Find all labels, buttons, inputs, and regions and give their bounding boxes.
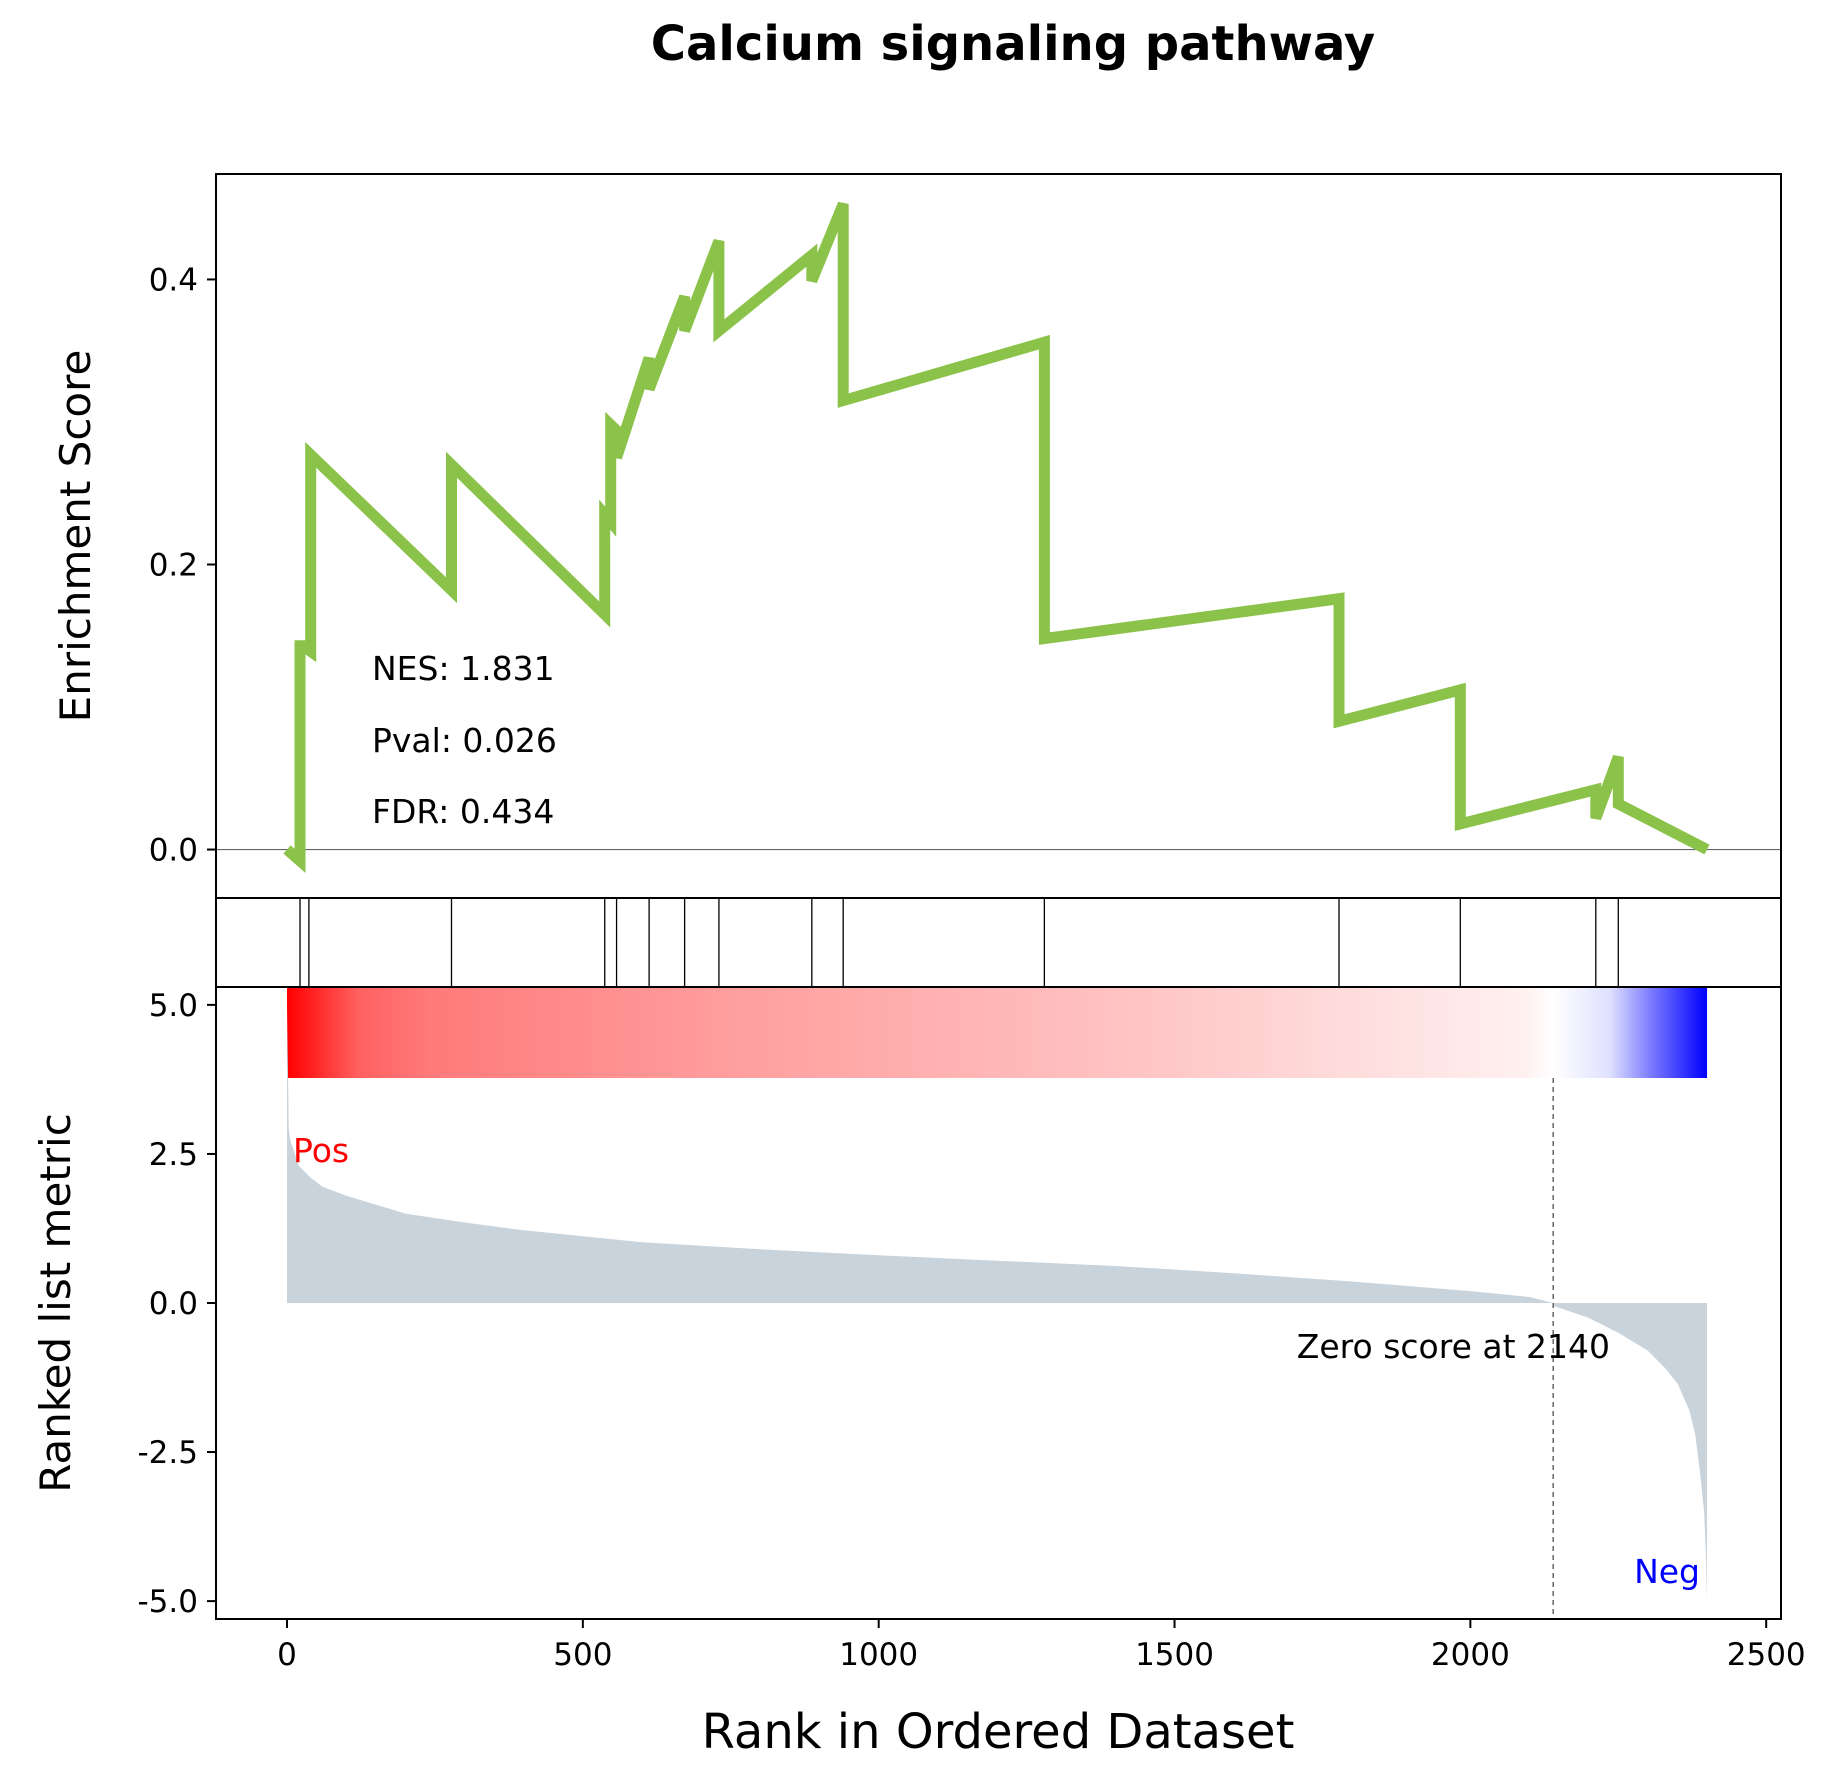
hits-panel [215,897,1782,988]
x-tick-label: 1000 [839,1637,918,1673]
metric-y-tick-label: 5.0 [149,988,198,1024]
enrichment-panel: 0.0 0.2 0.4 Enrichment Score NES: 1.831 Pv… [51,173,1782,899]
metric-y-tick-label: -5.0 [138,1584,199,1620]
chart-title: Calcium signaling pathway [651,16,1375,72]
metric-y-axis: 5.0 2.5 0.0 -2.5 -5.0 [138,988,216,1620]
x-tick-label: 2000 [1431,1637,1510,1673]
metric-y-tick-label: 2.5 [149,1137,198,1173]
neg-label: Neg [1634,1552,1700,1591]
nes-stat: NES: 1.831 [372,649,555,688]
hit-lines [299,898,1619,987]
fdr-stat: FDR: 0.434 [372,792,554,831]
hits-frame [215,897,1782,988]
x-tick-label: 1500 [1135,1637,1214,1673]
metric-y-tick-label: 0.0 [149,1286,198,1322]
rank-color-bar [287,987,1708,1078]
enrichment-score-line [283,201,1710,874]
metric-y-label: Ranked list metric [31,1113,80,1493]
x-tick-label: 2500 [1727,1637,1806,1673]
enrichment-y-tick-label: 0.0 [149,833,198,869]
pos-label: Pos [293,1131,349,1170]
x-tick-label: 0 [277,1637,297,1673]
pval-stat: Pval: 0.026 [372,721,557,760]
x-axis-label: Rank in Ordered Dataset [702,1704,1295,1760]
metric-y-tick-label: -2.5 [138,1435,199,1471]
ranked-metric-area [287,1004,1707,1602]
enrichment-y-axis: 0.0 0.2 0.4 [149,262,216,869]
zero-score-label: Zero score at 2140 [1297,1327,1610,1366]
ranked-metric-panel: 5.0 2.5 0.0 -2.5 -5.0 Ranked list metric Pos… [31,986,1782,1620]
enrichment-y-label: Enrichment Score [51,350,100,723]
enrichment-y-tick-label: 0.4 [149,262,198,298]
x-tick-label: 500 [553,1637,612,1673]
x-axis: 0 500 1000 1500 2000 2500 [277,1619,1806,1673]
enrichment-y-tick-label: 0.2 [149,548,198,584]
